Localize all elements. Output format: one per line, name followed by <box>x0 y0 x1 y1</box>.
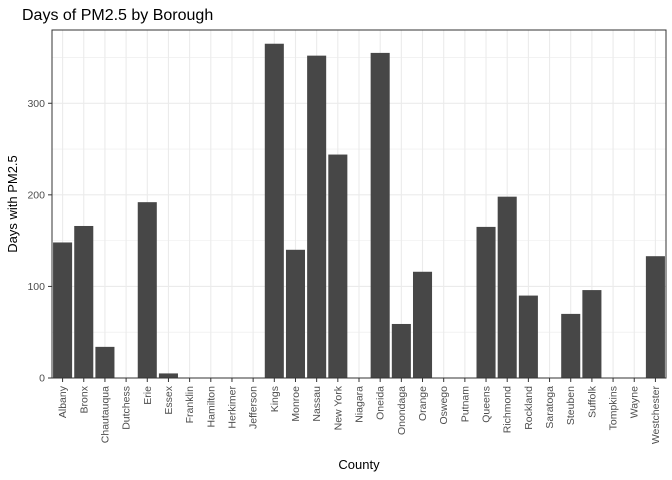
x-tick-label: Nassau <box>311 386 323 422</box>
x-tick-label: New York <box>332 385 344 430</box>
x-tick-label: Monroe <box>290 386 302 422</box>
x-tick-label: Rockland <box>523 386 535 430</box>
bar-queens <box>476 226 496 378</box>
bar-westchester <box>645 256 665 378</box>
bar-oneida <box>370 52 390 378</box>
chart-title: Days of PM2.5 by Borough <box>22 7 213 24</box>
x-tick-label: Erie <box>142 386 154 405</box>
x-tick-label: Tompkins <box>608 386 620 430</box>
x-tick-label: Kings <box>269 386 281 412</box>
x-tick-label: Chautauqua <box>99 386 111 443</box>
bar-suffolk <box>582 290 602 378</box>
y-tick-label: 200 <box>27 189 45 201</box>
x-tick-label: Wayne <box>629 386 641 418</box>
bar-essex <box>158 373 178 378</box>
axes: 0 100 200 300 Albany Bronx Chautauqua Dutchess E… <box>27 98 661 444</box>
x-tick-label: Dutchess <box>121 386 133 430</box>
x-axis-title: County <box>338 457 380 472</box>
bar-orange <box>412 271 433 378</box>
x-tick-label: Saratoga <box>544 386 556 429</box>
bar-kings <box>264 43 284 378</box>
x-tick-label: Hamilton <box>205 386 217 428</box>
x-tick-label: Queens <box>481 386 493 423</box>
bar-monroe <box>285 249 306 378</box>
bars <box>53 43 665 379</box>
x-tick-label: Orange <box>417 386 429 421</box>
y-tick-label: 300 <box>27 98 45 110</box>
x-tick-label: Oswego <box>438 386 450 425</box>
bar-erie <box>137 202 157 378</box>
x-tick-label: Oneida <box>375 386 387 420</box>
x-tick-label: Putnam <box>459 386 471 422</box>
x-tick-label: Westchester <box>650 386 662 445</box>
x-tick-label: Bronx <box>78 385 90 413</box>
bar-chautauqua <box>95 346 115 378</box>
y-axis-title: Days with PM2.5 <box>5 155 20 253</box>
x-tick-label: Essex <box>163 385 175 414</box>
bar-new-york <box>328 154 348 378</box>
y-tick-label: 0 <box>39 373 45 385</box>
y-tick-label: 100 <box>27 281 45 293</box>
bar-nassau <box>307 55 327 379</box>
bar-bronx <box>74 225 94 378</box>
bar-rockland <box>518 295 538 378</box>
x-tick-label: Jefferson <box>248 386 260 429</box>
x-tick-label: Richmond <box>502 386 514 433</box>
bar-richmond <box>497 196 517 378</box>
x-tick-label: Suffolk <box>586 385 598 418</box>
x-tick-label: Albany <box>57 385 69 418</box>
x-tick-label: Steuben <box>565 386 577 425</box>
x-tick-label: Onondaga <box>396 386 408 435</box>
bar-steuben <box>561 313 581 378</box>
x-tick-label: Herkimer <box>226 386 238 429</box>
bar-onondaga <box>391 323 411 378</box>
x-tick-label: Niagara <box>354 386 366 423</box>
bar-albany <box>53 242 73 378</box>
x-tick-label: Franklin <box>184 386 196 424</box>
